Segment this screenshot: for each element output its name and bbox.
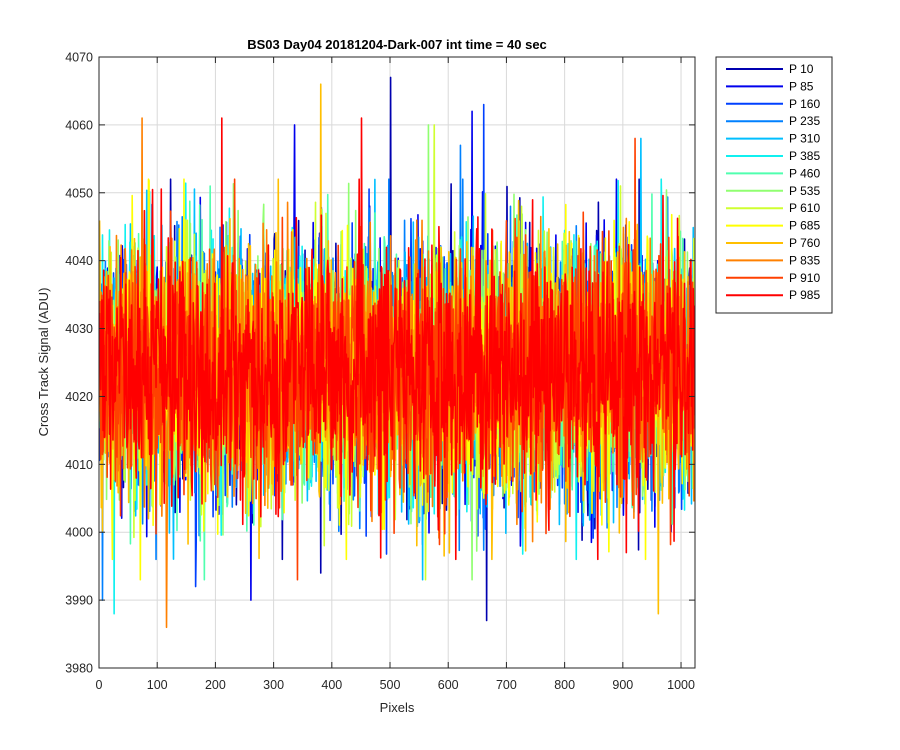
x-tick-label: 500 [380, 678, 401, 692]
legend-entry: P 385 [789, 149, 820, 163]
legend-entry: P 760 [789, 236, 820, 250]
x-tick-label: 1000 [667, 678, 695, 692]
legend-entry: P 10 [789, 62, 814, 76]
y-tick-label: 4070 [65, 51, 93, 65]
x-tick-label: 700 [496, 678, 517, 692]
chart-title: BS03 Day04 20181204-Dark-007 int time = … [247, 37, 547, 52]
legend-box [715, 56, 833, 314]
legend: P 10 P 85 P 160 P 235 P 310 P 385 P 460 P 535 P … [715, 56, 833, 314]
legend-entry: P 835 [789, 253, 820, 267]
x-tick-label: 300 [263, 678, 284, 692]
plot-frame [98, 56, 696, 669]
y-tick-label: 4060 [65, 118, 93, 132]
y-tick-label: 4030 [65, 322, 93, 336]
legend-entry: P 460 [789, 166, 820, 180]
series-layer [99, 76, 695, 629]
legend-entry: P 985 [789, 288, 820, 302]
y-tick-label: 4040 [65, 254, 93, 268]
x-tick-label: 100 [147, 678, 168, 692]
legend-entry: P 85 [789, 79, 814, 93]
x-tick-label: 900 [612, 678, 633, 692]
x-tick-label: 0 [96, 678, 103, 692]
y-tick-label: 4010 [65, 458, 93, 472]
legend-entry: P 610 [789, 201, 820, 215]
y-tick-label: 3980 [65, 662, 93, 676]
legend-entry: P 235 [789, 114, 820, 128]
legend-entry: P 160 [789, 97, 820, 111]
y-tick-label: 3990 [65, 594, 93, 608]
x-tick-label: 800 [554, 678, 575, 692]
legend-entry: P 910 [789, 271, 820, 285]
y-tick-label: 4050 [65, 186, 93, 200]
y-tick-label: 4000 [65, 526, 93, 540]
legend-entry: P 535 [789, 184, 820, 198]
legend-entry: P 310 [789, 132, 820, 146]
y-tick-label: 4020 [65, 390, 93, 404]
y-axis-label: Cross Track Signal (ADU) [36, 288, 51, 437]
x-axis: 0 100 200 300 400 500 600 700 800 900 1000 [96, 57, 695, 692]
series-line-p985 [99, 117, 695, 561]
x-tick-label: 400 [321, 678, 342, 692]
x-tick-label: 600 [438, 678, 459, 692]
x-axis-label: Pixels [380, 700, 415, 715]
x-tick-label: 200 [205, 678, 226, 692]
legend-entry: P 685 [789, 219, 820, 233]
y-axis: 3980 3990 4000 4010 4020 4030 4040 4050 4060 4070 [65, 51, 695, 676]
